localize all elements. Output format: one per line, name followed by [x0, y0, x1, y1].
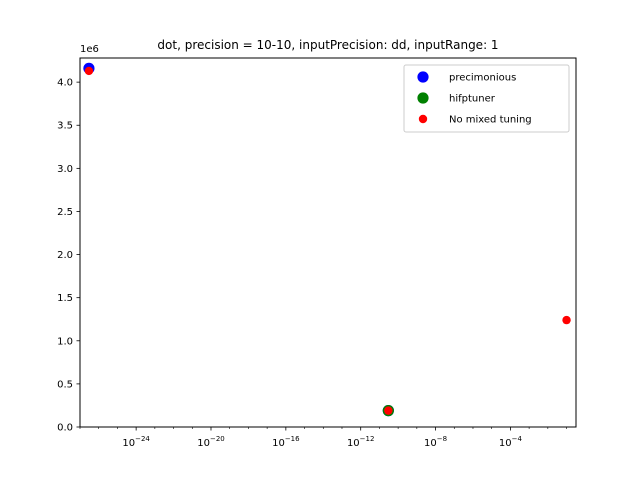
legend-label: hifptuner: [449, 94, 496, 105]
y-tick-label: 2.0: [57, 250, 73, 261]
y-tick-label: 3.0: [57, 164, 73, 175]
legend-box: [403, 64, 570, 133]
legend: precimonious hifptuner No mixed tuning: [403, 64, 570, 133]
x-tick-label: 10−24: [122, 435, 150, 449]
x-tick-label: 10−12: [347, 435, 375, 449]
y-tick-label: 1.0: [57, 336, 73, 347]
y-offset-label: 1e6: [80, 44, 99, 55]
legend-marker: [417, 71, 429, 83]
x-tick-label: 10−4: [499, 435, 523, 449]
data-point-no-mixed-tuning: [562, 315, 571, 325]
y-tick-label: 0.0: [57, 423, 73, 434]
plot-frame: [79, 57, 577, 428]
legend-label: precimonious: [449, 73, 516, 84]
y-tick-label: 2.5: [57, 207, 73, 218]
y-tick-label: 4.0: [57, 78, 73, 89]
x-tick-label: 10−8: [424, 435, 447, 449]
y-tick-label: 3.5: [57, 121, 73, 132]
legend-marker: [418, 114, 428, 124]
x-tick-label: 10−16: [272, 435, 300, 449]
legend-marker: [417, 92, 429, 104]
y-tick-label: 1.5: [57, 293, 73, 304]
data-point-no-mixed-tuning: [84, 66, 94, 76]
legend-label: No mixed tuning: [449, 115, 532, 126]
data-point-no-mixed-tuning: [384, 406, 393, 415]
chart-title: dot, precision = 10-10, inputPrecision: …: [157, 38, 498, 52]
x-tick-label: 10−20: [197, 435, 225, 449]
y-tick-label: 0.5: [57, 379, 73, 390]
